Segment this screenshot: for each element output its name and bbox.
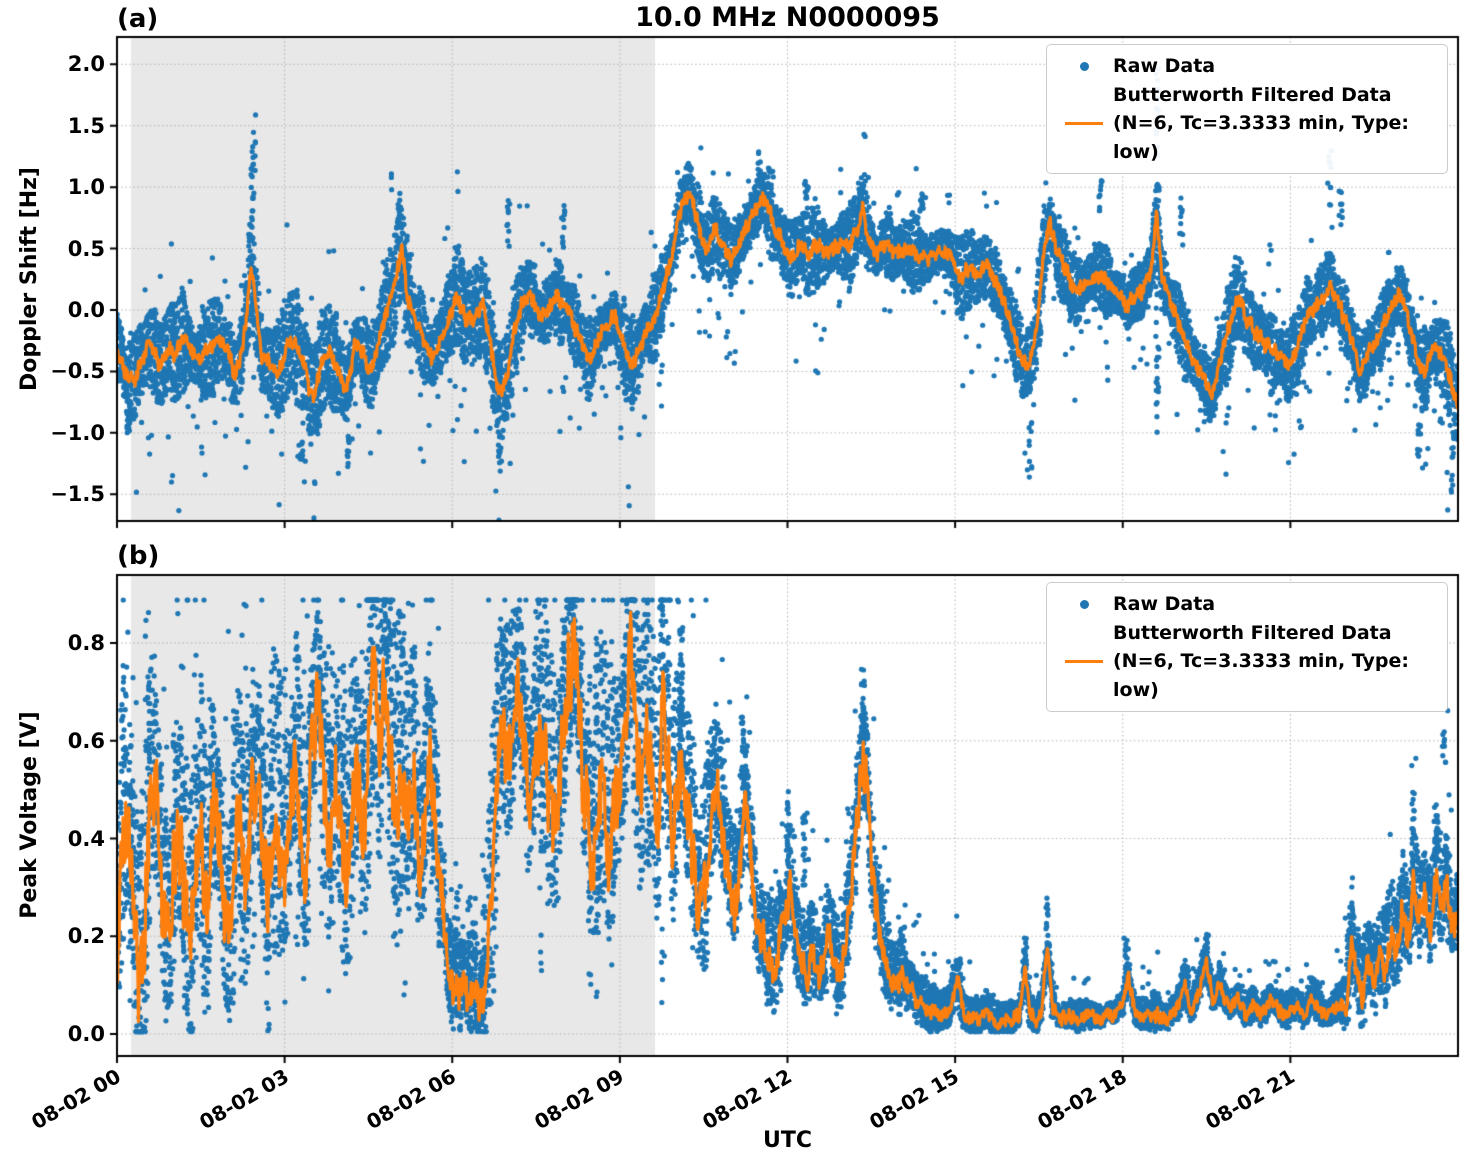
y-tick-label: −0.5 (50, 359, 105, 384)
y-tick-label: 0.8 (67, 631, 105, 655)
y-tick-label: 0.2 (67, 924, 105, 949)
filtered-line-icon (1055, 121, 1113, 125)
y-tick-label: −1.5 (50, 482, 105, 507)
panel-a-label: (a) (117, 4, 159, 34)
filtered-line-icon (1055, 659, 1113, 663)
panel-b-label: (b) (117, 541, 160, 571)
y-tick-label: 2.0 (67, 52, 105, 77)
legend-filtered-label: Butterworth Filtered Data (N=6, Tc=3.3333… (1113, 621, 1409, 701)
legend-entry-raw: Raw Data (1055, 52, 1437, 81)
legend-entry-filtered: Butterworth Filtered Data (N=6, Tc=3.3333… (1055, 81, 1437, 167)
y-tick-label: 0.4 (67, 826, 105, 851)
legend-raw-label: Raw Data (1113, 593, 1216, 615)
y-tick-label: −1.0 (50, 420, 105, 445)
raw-data-dot-icon (1055, 599, 1113, 609)
x-axis-label: UTC (762, 1128, 813, 1153)
y-tick-label: 0.5 (67, 236, 105, 261)
panel-b-legend: Raw Data Butterworth Filtered Data (N=6, … (1046, 582, 1448, 712)
y-tick-label: 0.0 (67, 298, 105, 322)
y-tick-label: 0.6 (67, 728, 105, 753)
legend-filtered-label: Butterworth Filtered Data (N=6, Tc=3.3333… (1113, 83, 1409, 163)
legend-entry-raw: Raw Data (1055, 590, 1437, 619)
y-tick-label: 1.5 (67, 113, 105, 138)
panel-b-ylabel: Peak Voltage [V] (17, 711, 42, 919)
panel-a-legend: Raw Data Butterworth Filtered Data (N=6, … (1046, 44, 1448, 174)
legend-raw-label: Raw Data (1113, 55, 1216, 77)
raw-data-dot-icon (1055, 61, 1113, 71)
legend-entry-filtered: Butterworth Filtered Data (N=6, Tc=3.3333… (1055, 619, 1437, 705)
chart-title: 10.0 MHz N0000095 (635, 2, 940, 33)
y-tick-label: 0.0 (67, 1022, 105, 1046)
y-tick-label: 1.0 (67, 175, 105, 200)
